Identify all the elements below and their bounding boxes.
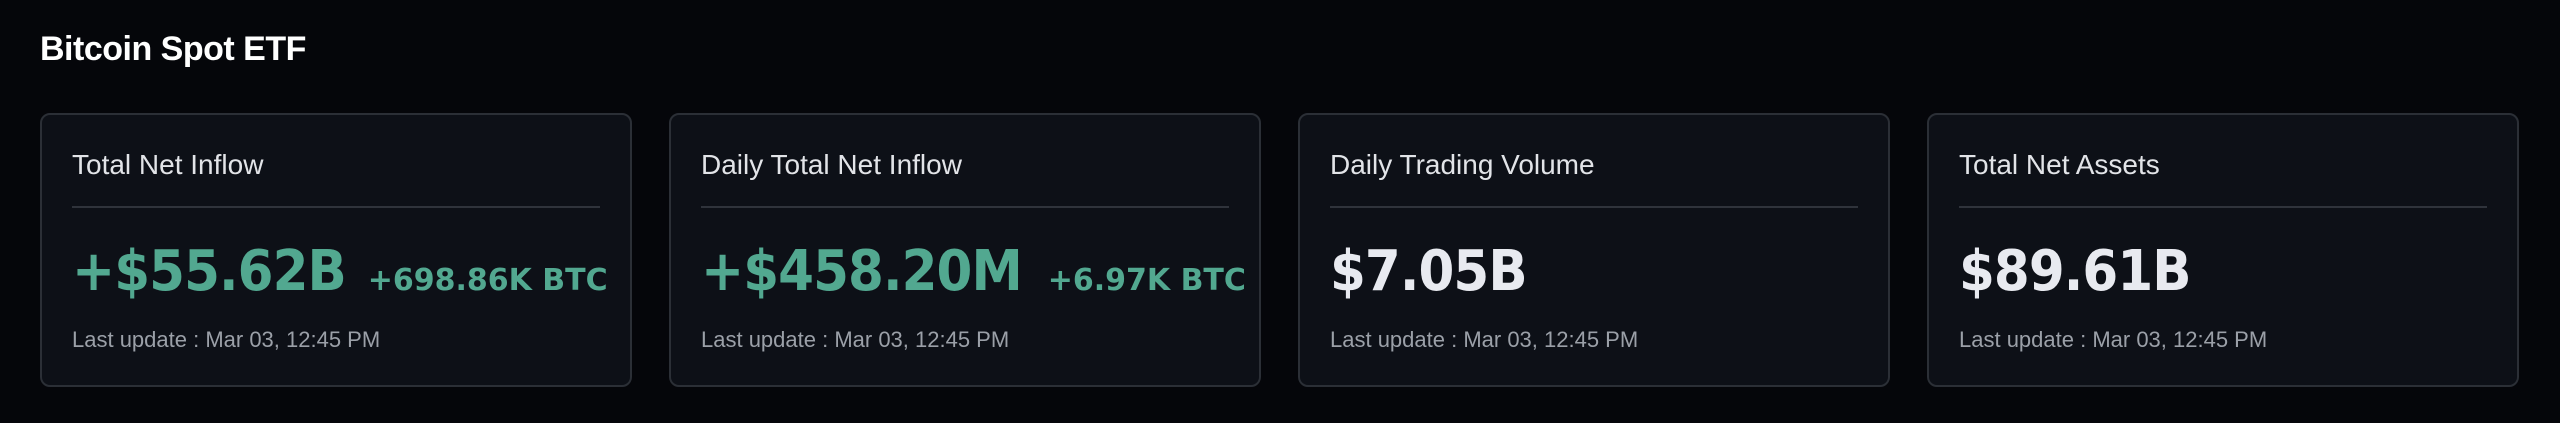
stats-cards: Total Net Inflow +$55.62B +698.86K BTC L…	[40, 113, 2519, 387]
last-update: Last update : Mar 03, 12:45 PM	[701, 327, 1010, 352]
card-label: Daily Total Net Inflow	[701, 149, 962, 180]
card-label: Total Net Inflow	[72, 149, 264, 180]
card-sub-value: +6.97K BTC	[1047, 263, 1246, 298]
last-update: Last update : Mar 03, 12:45 PM	[1330, 327, 1639, 352]
card-label: Daily Trading Volume	[1330, 149, 1595, 180]
card-total-net-assets: Total Net Assets $89.61B Last update : M…	[1927, 113, 2519, 387]
card-value: $7.05B	[1330, 239, 1528, 304]
card-value: $89.61B	[1959, 239, 2192, 304]
card-sub-value: +698.86K BTC	[367, 263, 608, 298]
card-daily-total-net-inflow: Daily Total Net Inflow +$458.20M +6.97K …	[669, 113, 1261, 387]
divider	[701, 206, 1229, 208]
divider	[1959, 206, 2487, 208]
card-value: +$55.62B	[72, 239, 347, 304]
card-value: +$458.20M	[701, 239, 1023, 304]
divider	[1330, 206, 1858, 208]
card-label: Total Net Assets	[1959, 149, 2160, 180]
last-update: Last update : Mar 03, 12:45 PM	[1959, 327, 2268, 352]
page-title: Bitcoin Spot ETF	[40, 30, 306, 68]
card-daily-trading-volume: Daily Trading Volume $7.05B Last update …	[1298, 113, 1890, 387]
card-total-net-inflow: Total Net Inflow +$55.62B +698.86K BTC L…	[40, 113, 632, 387]
divider	[72, 206, 600, 208]
last-update: Last update : Mar 03, 12:45 PM	[72, 327, 381, 352]
